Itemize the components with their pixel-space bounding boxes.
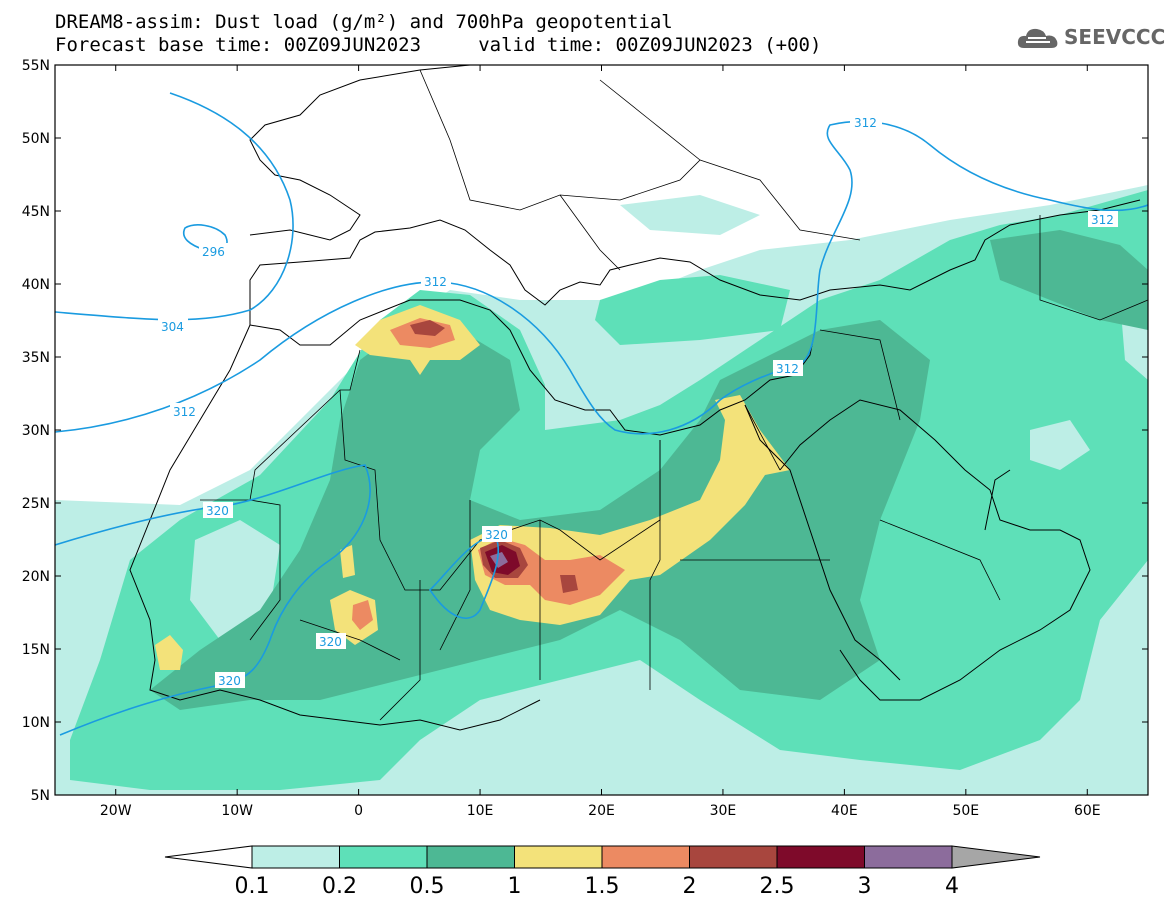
colorbar-segment bbox=[689, 845, 778, 869]
chart-title: DREAM8-assim: Dust load (g/m²) and 700hP… bbox=[55, 11, 673, 33]
colorbar: 0.1 0.2 0.5 1 1.5 2 2.5 3 4 bbox=[164, 845, 1041, 899]
lat-label: 10N bbox=[22, 715, 50, 731]
contour-label: 312 bbox=[1091, 213, 1114, 227]
contour-label: 320 bbox=[218, 674, 241, 688]
lat-label: 15N bbox=[22, 642, 50, 658]
longitude-axis: 20W 10W 0 10E 20E 30E 40E 50E 60E bbox=[100, 65, 1101, 819]
colorbar-segment bbox=[514, 845, 603, 869]
cloud-icon bbox=[1017, 28, 1058, 48]
contour-label: 312 bbox=[173, 405, 196, 419]
dust-field-level-3 bbox=[490, 552, 508, 568]
colorbar-max-triangle bbox=[951, 845, 1041, 869]
lat-label: 5N bbox=[31, 788, 50, 804]
coastlines bbox=[129, 65, 1141, 731]
colorbar-segment bbox=[864, 845, 953, 869]
lon-label: 20W bbox=[100, 803, 132, 819]
lon-label: 30E bbox=[710, 803, 737, 819]
contour-label: 312 bbox=[776, 362, 799, 376]
geopotential-labels: 312 296 304 312 312 320 320 320 320 312 … bbox=[158, 114, 1118, 688]
map-plot-area: 312 296 304 312 312 320 320 320 320 312 … bbox=[55, 65, 1148, 795]
lon-label: 10E bbox=[467, 803, 494, 819]
contour-label: 320 bbox=[485, 528, 508, 542]
lat-label: 50N bbox=[22, 131, 50, 147]
contour-label: 304 bbox=[161, 320, 184, 334]
colorbar-tick-label: 1.5 bbox=[585, 874, 620, 899]
lat-label: 30N bbox=[22, 423, 50, 439]
colorbar-segment bbox=[601, 845, 690, 869]
lat-label: 45N bbox=[22, 204, 50, 220]
colorbar-tick-label: 0.5 bbox=[410, 874, 445, 899]
lat-label: 40N bbox=[22, 277, 50, 293]
contour-label: 296 bbox=[202, 245, 225, 259]
contour-label: 320 bbox=[206, 504, 229, 518]
lat-label: 20N bbox=[22, 569, 50, 585]
contour-label: 312 bbox=[424, 275, 447, 289]
seevccc-logo: SEEVCCC bbox=[1016, 24, 1165, 50]
lon-label: 60E bbox=[1074, 803, 1101, 819]
colorbar-min-triangle bbox=[164, 845, 253, 869]
latitude-axis: 55N 50N 45N 40N 35N 30N 25N 20N 15N 10N 5N bbox=[22, 58, 1148, 804]
colorbar-tick-label: 1 bbox=[508, 874, 522, 899]
colorbar-tick-label: 0.2 bbox=[322, 874, 357, 899]
colorbar-tick-label: 0.1 bbox=[235, 874, 270, 899]
colorbar-segment bbox=[776, 845, 865, 869]
colorbar-tick-label: 4 bbox=[945, 874, 959, 899]
colorbar-segment bbox=[339, 845, 428, 869]
lon-label: 50E bbox=[952, 803, 979, 819]
colorbar-segment bbox=[426, 845, 515, 869]
lat-label: 35N bbox=[22, 350, 50, 366]
colorbar-tick-label: 2 bbox=[683, 874, 697, 899]
forecast-time-label: Forecast base time: 00Z09JUN2023 valid t… bbox=[55, 34, 822, 56]
colorbar-tick-label: 2.5 bbox=[760, 874, 795, 899]
contour-label: 312 bbox=[854, 116, 877, 130]
lon-label: 0 bbox=[354, 803, 363, 819]
lat-label: 25N bbox=[22, 496, 50, 512]
logo-text: SEEVCCC bbox=[1064, 25, 1165, 49]
lon-label: 20E bbox=[588, 803, 615, 819]
colorbar-segment bbox=[251, 845, 340, 869]
lon-label: 10W bbox=[221, 803, 253, 819]
lat-label: 55N bbox=[22, 58, 50, 74]
contour-label: 320 bbox=[319, 635, 342, 649]
country-borders bbox=[200, 69, 1148, 721]
lon-label: 40E bbox=[831, 803, 858, 819]
colorbar-tick-label: 3 bbox=[858, 874, 872, 899]
